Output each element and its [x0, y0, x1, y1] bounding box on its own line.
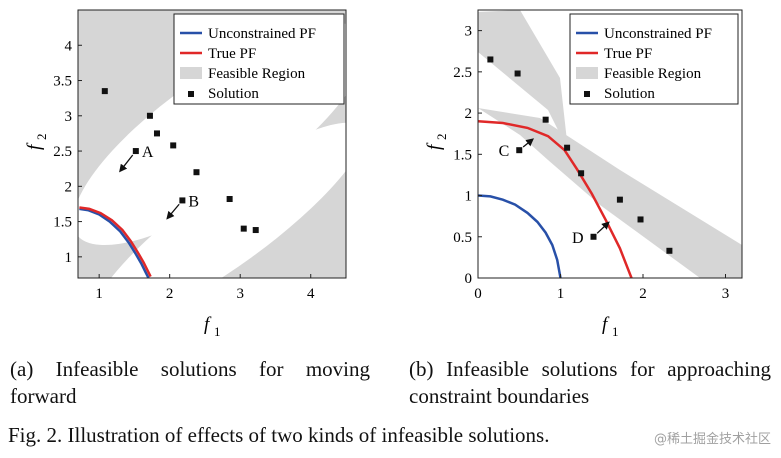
legend-b-true-pf-label: True PF — [604, 46, 652, 62]
legend-a-solution-label: Solution — [208, 86, 259, 102]
solution-point-a — [240, 225, 247, 232]
y-tick-label-b: 2.5 — [453, 65, 472, 81]
x-tick-label-b: 0 — [474, 286, 482, 302]
watermark: @稀土掘金技术社区 — [653, 432, 771, 447]
legend-b-solution-label: Solution — [604, 86, 655, 102]
legend-a-solution-swatch — [188, 91, 194, 97]
panel-b: 0 1 2 3 0 0.5 1 1.5 2 2.5 3 C D Unconstrained PF Tr… — [424, 9, 743, 339]
axes-box-a — [77, 9, 347, 279]
solution-point-b — [666, 247, 673, 254]
solution-point-b — [578, 170, 585, 177]
solution-point-b — [514, 70, 521, 77]
solution-point-a — [132, 148, 139, 155]
y-tick-label-a: 1.5 — [53, 215, 72, 231]
caption-a: (a) Infeasible solutions for moving forw… — [10, 357, 370, 408]
legend-a-feasible-label: Feasible Region — [208, 66, 306, 82]
legend-a-true-pf-label: True PF — [208, 46, 256, 62]
solution-point-a — [193, 169, 200, 176]
legend-b-unconstrained-label: Unconstrained PF — [604, 26, 712, 42]
x-axis-label-b-sub: 1 — [612, 324, 619, 339]
x-axis-label-a: f — [204, 314, 212, 335]
solution-point-a — [146, 112, 153, 119]
y-tick-label-b: 1 — [465, 189, 473, 205]
solution-point-b — [516, 147, 523, 154]
figure-caption: Fig. 2. Illustration of effects of two k… — [8, 423, 550, 447]
axes-box-b — [477, 9, 743, 279]
x-tick-label-a: 4 — [307, 286, 315, 302]
x-tick-label-b: 1 — [557, 286, 565, 302]
pf-line-a-unconstrained — [79, 207, 150, 278]
y-axis-label-a: f — [24, 142, 45, 150]
solution-point-b — [590, 233, 597, 240]
solution-point-a — [226, 196, 233, 203]
annotation-label-d: D — [572, 230, 584, 247]
y-tick-label-a: 2.5 — [53, 144, 72, 160]
solution-point-a — [252, 227, 259, 234]
solution-point-b — [616, 196, 623, 203]
solution-point-a — [170, 142, 177, 149]
solution-point-b — [487, 56, 494, 63]
solution-point-b — [637, 216, 644, 223]
annotation-label-c: C — [499, 143, 510, 160]
legend-a: Unconstrained PF True PF Feasible Region… — [173, 13, 345, 105]
x-tick-label-a: 3 — [236, 286, 244, 302]
annotation-arrow-d — [596, 221, 610, 234]
feasible-region-b-band1 — [478, 10, 568, 150]
y-axis-label-a-sub: 2 — [34, 134, 49, 141]
legend-b-feasible-label: Feasible Region — [604, 66, 702, 82]
panel-a: 1 2 3 4 1 1.5 2 2.5 3 3.5 4 A B Unconstrained PF Tr… — [24, 9, 347, 339]
annotation-arrow-b — [166, 203, 180, 220]
annotation-arrow-c — [522, 138, 535, 148]
y-tick-label-a: 1 — [65, 250, 73, 266]
y-tick-label-a: 3.5 — [53, 74, 72, 90]
pf-line-b-unconstrained — [478, 194, 562, 278]
x-tick-label-a: 2 — [166, 286, 174, 302]
x-axis-label-b: f — [602, 314, 610, 335]
legend-b: Unconstrained PF True PF Feasible Region… — [569, 13, 739, 105]
y-tick-label-a: 2 — [65, 179, 73, 195]
feasible-region-b-band2 — [478, 108, 742, 278]
x-tick-label-a: 1 — [95, 286, 103, 302]
y-tick-label-a: 4 — [65, 38, 73, 54]
legend-a-unconstrained-label: Unconstrained PF — [208, 26, 316, 42]
pf-line-a-true — [79, 206, 152, 278]
y-tick-label-a: 3 — [65, 109, 73, 125]
y-axis-label-b-sub: 2 — [434, 134, 449, 141]
legend-b-feasible-swatch — [576, 67, 598, 79]
annotation-label-a: A — [142, 144, 154, 161]
caption-b: (b) Infeasible solutions for approaching… — [409, 357, 771, 408]
y-tick-label-b: 0.5 — [453, 230, 472, 246]
x-tick-label-b: 2 — [639, 286, 647, 302]
x-axis-label-a-sub: 1 — [214, 324, 221, 339]
y-tick-label-b: 3 — [465, 24, 473, 40]
pf-line-b-true — [478, 120, 633, 278]
solution-point-b — [542, 116, 549, 123]
solution-point-a — [153, 130, 160, 137]
annotation-label-b: B — [188, 193, 199, 210]
infeasible-ellipse-a2 — [92, 122, 346, 278]
solution-point-a — [101, 88, 108, 95]
y-tick-label-b: 1.5 — [453, 147, 472, 163]
annotation-arrow-a — [119, 154, 134, 173]
solution-point-a — [179, 197, 186, 204]
y-tick-label-b: 2 — [465, 106, 473, 122]
solution-point-b — [564, 144, 571, 151]
y-axis-label-b: f — [424, 142, 445, 150]
x-tick-label-b: 3 — [722, 286, 730, 302]
legend-b-solution-swatch — [584, 91, 590, 97]
legend-a-feasible-swatch — [180, 67, 202, 79]
y-tick-label-b: 0 — [465, 271, 473, 287]
